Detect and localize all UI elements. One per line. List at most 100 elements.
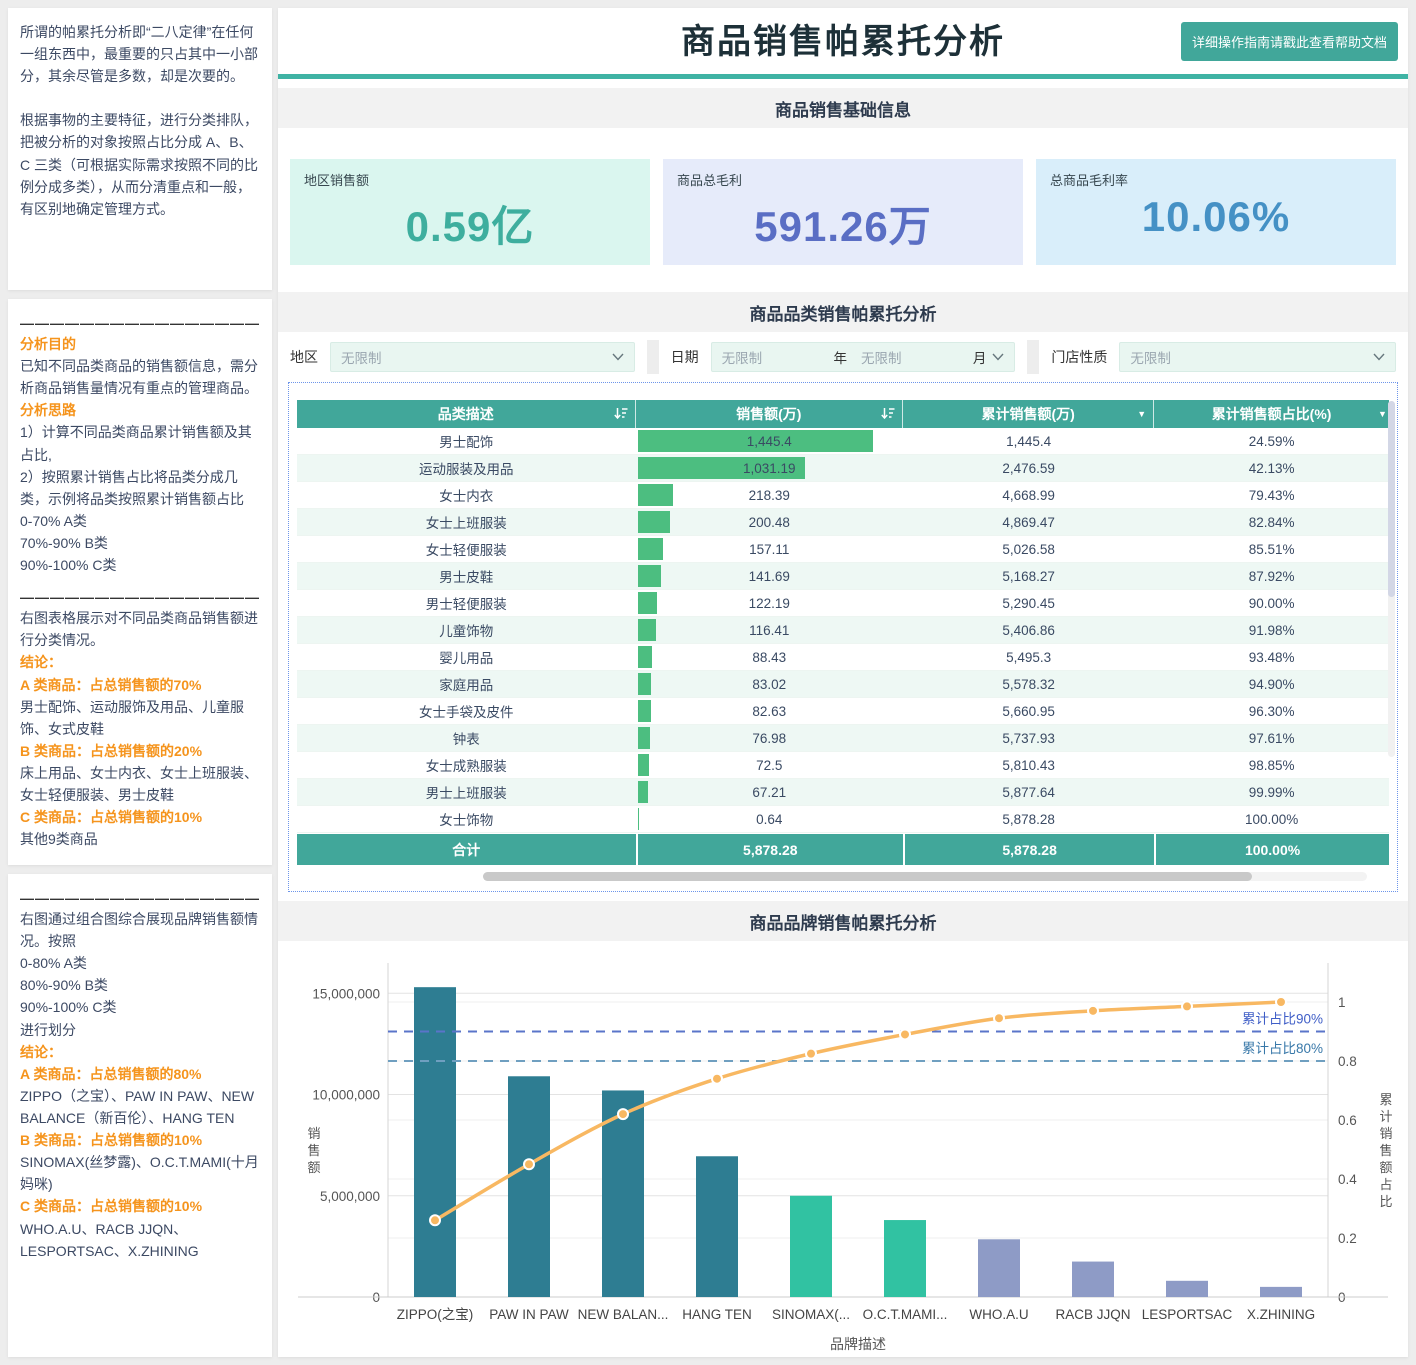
- dashboard-header: 商品销售帕累托分析 详细操作指南请戳此查看帮助文档: [278, 8, 1408, 74]
- table-row[interactable]: 儿童饰物 116.41 5,406.86 91.98%: [297, 617, 1389, 644]
- store-type-filter-select[interactable]: 无限制: [1119, 342, 1397, 372]
- bar-LESPORTSAC[interactable]: [1166, 1280, 1208, 1297]
- date-filter-select[interactable]: 无限制 年 无限制 月: [710, 342, 1016, 372]
- bar-X.ZHINING[interactable]: [1260, 1286, 1302, 1297]
- total-label: 合计: [452, 841, 481, 858]
- bar-ZIPPO(之宝)[interactable]: [414, 987, 456, 1297]
- cell-category: 女士轻便服装: [425, 543, 507, 558]
- bar-NEW BALAN...[interactable]: [602, 1090, 644, 1297]
- class-b-title: B 类商品：占总销售额的20%: [20, 742, 203, 759]
- cell-cumulative-pct: 42.13%: [1248, 460, 1295, 476]
- horizontal-scrollbar-thumb[interactable]: [482, 872, 1253, 881]
- class-c-items: 其他9类商品: [20, 831, 98, 848]
- cell-cumulative-pct: 97.61%: [1248, 730, 1295, 746]
- table-body: 男士配饰 1,445.4 1,445.4 24.59% 运动服装及用品 1,03…: [297, 428, 1389, 833]
- cumulative-point-HANG TEN[interactable]: [711, 1072, 723, 1085]
- cell-category: 女士饰物: [439, 813, 494, 828]
- vertical-scrollbar-thumb[interactable]: [1388, 401, 1395, 597]
- bar-PAW IN PAW[interactable]: [508, 1076, 550, 1297]
- cell-cumulative: 5,406.86: [1002, 622, 1055, 638]
- cumulative-point-LESPORTSAC[interactable]: [1181, 1000, 1193, 1013]
- chevron-down-icon: [612, 353, 624, 361]
- table-row[interactable]: 男士配饰 1,445.4 1,445.4 24.59%: [297, 428, 1389, 455]
- table-row[interactable]: 女士轻便服装 157.11 5,026.58 85.51%: [297, 536, 1389, 563]
- sales-bar: [637, 538, 664, 560]
- chevron-down-icon: [992, 353, 1004, 361]
- pareto-chart[interactable]: 00.20.40.60.8105,000,00010,000,00015,000…: [288, 945, 1398, 1357]
- table-row[interactable]: 钟表 76.98 5,737.93 97.61%: [297, 725, 1389, 752]
- cumulative-point-X.ZHINING[interactable]: [1275, 996, 1287, 1008]
- column-header-cumulative-pct[interactable]: 累计销售额占比(%) ▼: [1211, 406, 1387, 422]
- table-row[interactable]: 家庭用品 83.02 5,578.32 94.90%: [297, 671, 1389, 698]
- x-axis-tick: X.ZHINING: [1247, 1307, 1315, 1322]
- cumulative-point-SINOMAX(...[interactable]: [805, 1047, 817, 1060]
- vertical-scrollbar[interactable]: [1388, 401, 1395, 757]
- kpi-label: 总商品毛利率: [1050, 173, 1129, 188]
- store-type-filter-label: 门店性质: [1051, 349, 1108, 365]
- bar-O.C.T.MAMI...[interactable]: [884, 1220, 926, 1297]
- cell-cumulative: 1,445.4: [1006, 433, 1052, 449]
- kpi-gross-profit: 商品总毛利 591.26万: [663, 159, 1023, 265]
- sort-descending-icon: [881, 408, 895, 420]
- table-row[interactable]: 女士饰物 0.64 5,878.28 100.00%: [297, 806, 1389, 833]
- cell-sales: 72.5: [636, 752, 904, 778]
- brand-class-c-title: C 类商品：占总销售额的10%: [20, 1198, 203, 1215]
- table-row[interactable]: 男士上班服装 67.21 5,877.64 99.99%: [297, 779, 1389, 806]
- table-row[interactable]: 运动服装及用品 1,031.19 2,476.59 42.13%: [297, 455, 1389, 482]
- class-a-items: 男士配饰、运动服饰及用品、儿童服饰、女式皮鞋: [20, 698, 244, 737]
- bar-RACB JJQN[interactable]: [1072, 1261, 1114, 1297]
- table-row[interactable]: 女士手袋及皮件 82.63 5,660.95 96.30%: [297, 698, 1389, 725]
- table-row[interactable]: 婴儿用品 88.43 5,495.3 93.48%: [297, 644, 1389, 671]
- header-divider: [278, 74, 1408, 79]
- help-doc-button[interactable]: 详细操作指南请戳此查看帮助文档: [1180, 22, 1398, 61]
- column-header-category[interactable]: 品类描述: [297, 400, 636, 428]
- table-row[interactable]: 女士内衣 218.39 4,668.99 79.43%: [297, 482, 1389, 509]
- sales-bar: [637, 457, 806, 479]
- left-axis-tick: 15,000,000: [312, 986, 380, 1001]
- column-header-cumulative[interactable]: 累计销售额(万) ▼: [903, 400, 1155, 428]
- cell-cumulative-pct: 87.92%: [1248, 568, 1295, 584]
- intro-paragraph-1: 所谓的帕累托分析即“二八定律”在任何一组东西中，最重要的只占其中一小部分，其余尽…: [20, 24, 258, 85]
- idea-title: 分析思路: [20, 402, 76, 419]
- cell-category: 男士上班服装: [425, 786, 507, 801]
- bar-SINOMAX(...[interactable]: [790, 1195, 832, 1297]
- cumulative-point-RACB JJQN[interactable]: [1087, 1004, 1099, 1017]
- cell-cumulative: 4,869.47: [1002, 514, 1055, 530]
- table-row[interactable]: 男士皮鞋 141.69 5,168.27 87.92%: [297, 563, 1389, 590]
- x-axis-tick: PAW IN PAW: [489, 1307, 569, 1322]
- cumulative-point-WHO.A.U[interactable]: [993, 1012, 1005, 1025]
- conclusion-title: 结论：: [20, 654, 62, 671]
- table-row[interactable]: 女士上班服装 200.48 4,869.47 82.84%: [297, 509, 1389, 536]
- column-header-sales[interactable]: 销售额(万): [636, 400, 904, 428]
- table-row[interactable]: 男士轻便服装 122.19 5,290.45 90.00%: [297, 590, 1389, 617]
- x-axis-tick: SINOMAX(...: [772, 1307, 850, 1322]
- region-filter-value: 无限制: [341, 351, 382, 366]
- cell-sales: 76.98: [636, 725, 904, 751]
- cell-sales: 200.48: [636, 509, 904, 535]
- cumulative-point-O.C.T.MAMI...[interactable]: [899, 1028, 911, 1041]
- table-row[interactable]: 女士成熟服装 72.5 5,810.43 98.85%: [297, 752, 1389, 779]
- bar-WHO.A.U[interactable]: [978, 1239, 1020, 1297]
- brand-class-b-rule: 80%-90% B类: [20, 977, 108, 994]
- idea-line-2: 2）按照累计销售占比将品类分成几类，示例将品类按照累计销售额占比: [20, 468, 244, 507]
- kpi-profit-rate: 总商品毛利率 10.06%: [1036, 159, 1396, 265]
- cell-cumulative-pct: 96.30%: [1248, 703, 1295, 719]
- bar-HANG TEN[interactable]: [696, 1156, 738, 1297]
- cumulative-point-PAW IN PAW[interactable]: [523, 1158, 535, 1171]
- horizontal-scrollbar[interactable]: [482, 872, 1368, 881]
- filter-triangle-icon: ▼: [1137, 409, 1147, 419]
- cumulative-point-NEW BALAN...[interactable]: [617, 1108, 629, 1121]
- cell-cumulative: 5,737.93: [1002, 730, 1055, 746]
- store-type-filter-group: 门店性质 无限制: [1039, 340, 1408, 374]
- cell-category: 男士皮鞋: [439, 570, 494, 585]
- section-title-brand: 商品品牌销售帕累托分析: [278, 901, 1408, 941]
- region-filter-select[interactable]: 无限制: [330, 342, 635, 372]
- cell-cumulative-pct: 98.85%: [1248, 757, 1295, 773]
- cumulative-point-ZIPPO(之宝)[interactable]: [429, 1214, 441, 1227]
- cell-category: 女士内衣: [439, 489, 494, 504]
- x-axis-tick: NEW BALAN...: [578, 1307, 669, 1322]
- kpi-value: 0.59亿: [405, 203, 535, 250]
- brand-intro: 右图通过组合图综合展现品牌销售额情况。按照: [20, 911, 258, 950]
- kpi-row: 地区销售额 0.59亿 商品总毛利 591.26万 总商品毛利率 10.06%: [290, 159, 1396, 265]
